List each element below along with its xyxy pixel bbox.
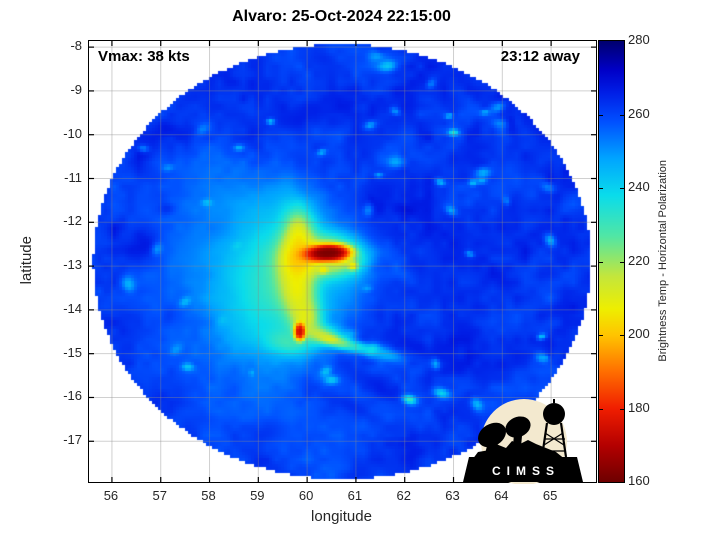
x-tick-label: 63 (445, 488, 460, 503)
logo-text: CIMSS (492, 464, 560, 478)
colorbar-tick-mark (620, 335, 624, 336)
y-tick-label: -11 (64, 169, 82, 185)
plot-title: Alvaro: 25-Oct-2024 22:15:00 (232, 8, 451, 25)
satellite-dish-icon (472, 416, 566, 460)
x-tick-label: 64 (494, 488, 509, 503)
y-axis-label: latitude (17, 236, 35, 285)
colorbar-tick-mark (599, 114, 603, 116)
x-tick-label: 62 (396, 488, 411, 503)
x-tick-label: 58 (201, 488, 216, 503)
colorbar-tick-mark (620, 408, 624, 410)
cimss-logo: CIMSS (463, 399, 583, 484)
colorbar-gradient (598, 40, 625, 483)
x-tick-label: 61 (347, 488, 363, 503)
gridlines-overlay (89, 41, 596, 482)
colorbar-tick-mark (620, 188, 624, 189)
y-tick-label: -9 (70, 81, 82, 97)
colorbar-tick-label: 240 (628, 179, 650, 194)
logo-banner (463, 457, 583, 482)
y-tick-label: -14 (63, 300, 82, 316)
x-tick-label: 59 (250, 488, 265, 503)
x-tick-label: 57 (152, 488, 167, 503)
y-tick-label: -13 (63, 257, 82, 273)
colorbar-tick-label: 280 (628, 32, 650, 47)
x-tick-label: 60 (298, 488, 314, 503)
vmax-annotation: Vmax: 38 kts (98, 48, 190, 65)
plot-area: Vmax: 38 kts 23:12 away (88, 40, 597, 483)
colorbar-tick-mark (599, 335, 603, 336)
y-tick-label: -15 (63, 344, 82, 360)
colorbar-tick-label: 180 (628, 399, 650, 415)
colorbar-tick-mark (620, 261, 624, 263)
x-tick-label: 56 (103, 488, 119, 503)
colorbar-tick-label: 160 (628, 473, 650, 488)
y-tick-label: -8 (70, 38, 82, 54)
colorbar-tick-mark (620, 114, 624, 116)
water-tower-icon (540, 399, 568, 458)
colorbar-tick-mark (599, 408, 603, 410)
y-tick-label: -10 (63, 125, 82, 141)
x-axis-label: longitude (311, 508, 372, 525)
eta-annotation: 23:12 away (500, 48, 580, 65)
colorbar-tick-mark (599, 188, 603, 189)
y-tick-label: -16 (63, 388, 82, 404)
y-tick-label: -12 (63, 213, 82, 229)
colorbar-tick-label: 260 (628, 105, 650, 121)
y-tick-label: -17 (63, 432, 82, 448)
x-tick-label: 65 (542, 488, 558, 503)
colorbar-tick-label: 200 (628, 326, 650, 341)
colorbar-tick-label: 220 (628, 252, 650, 268)
colorbar-tick-mark (599, 261, 603, 263)
